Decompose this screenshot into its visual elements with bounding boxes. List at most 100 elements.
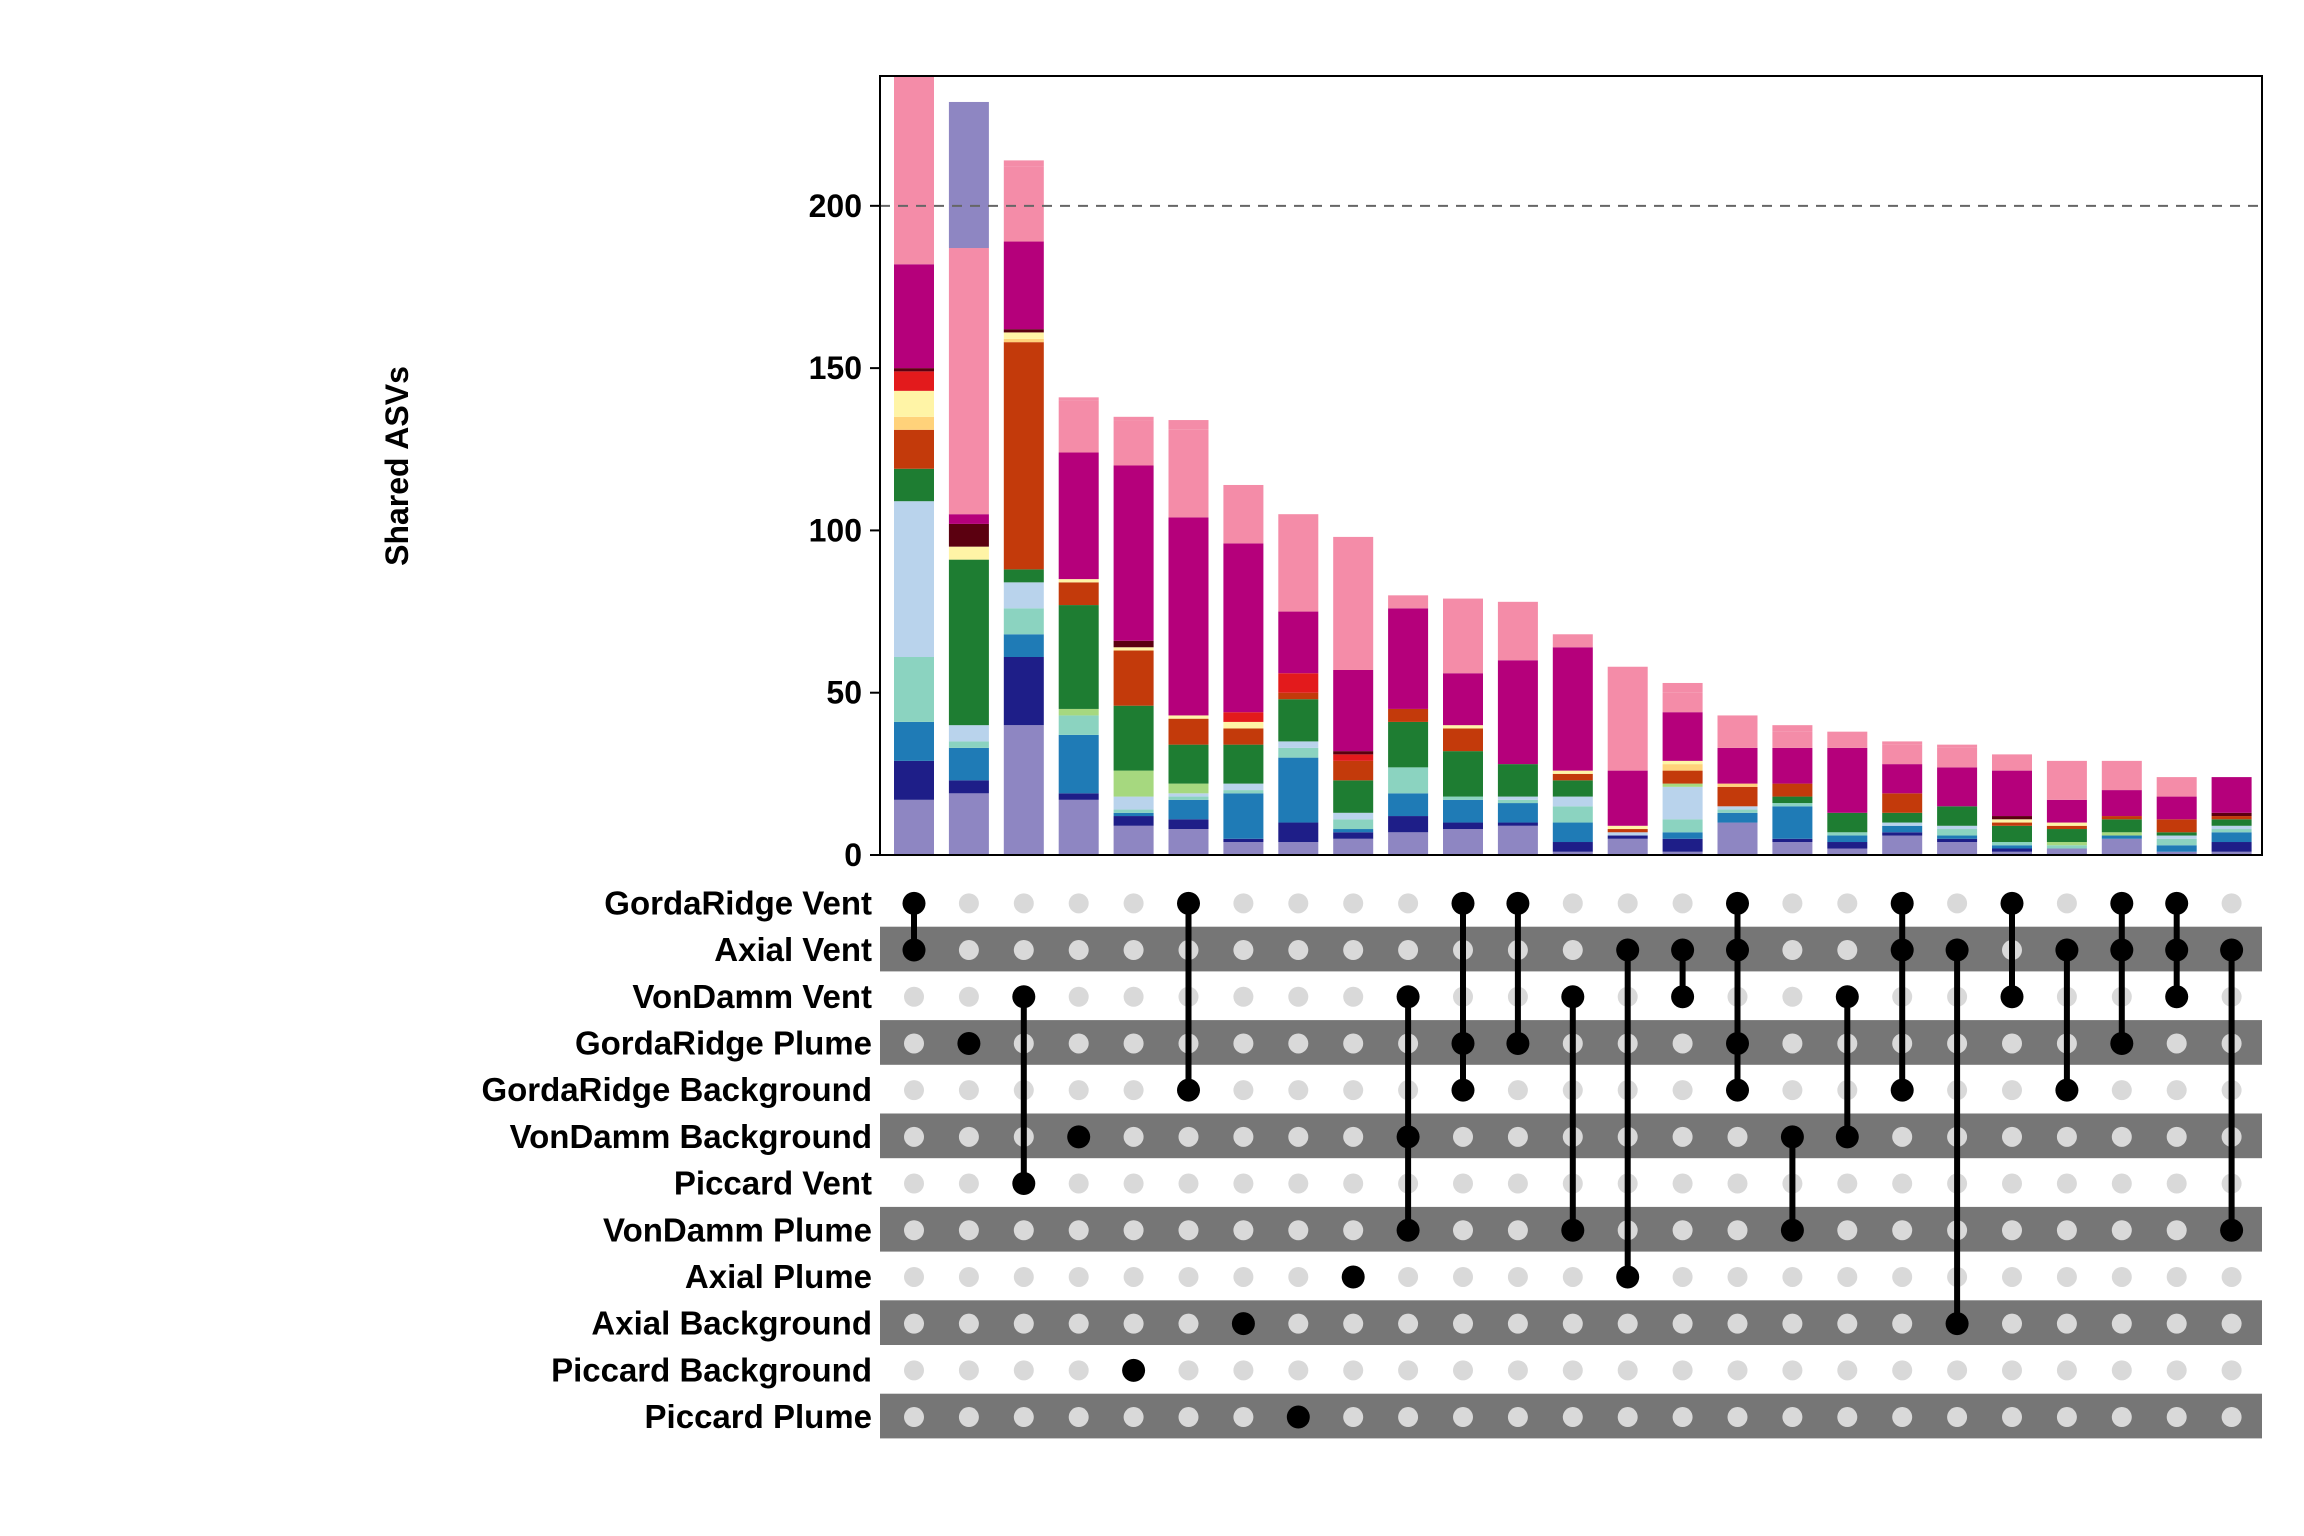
matrix-dot-inactive <box>1672 1033 1693 1054</box>
bar-segment <box>1058 397 1099 401</box>
bar-segment <box>1662 760 1703 765</box>
matrix-dot-inactive <box>1123 1407 1144 1428</box>
bar-segment <box>1662 819 1703 833</box>
matrix-dot-inactive <box>1562 1266 1583 1287</box>
matrix-dot-inactive <box>1288 1173 1309 1194</box>
matrix-dot-inactive <box>2002 1266 2022 1287</box>
bar-segment <box>1882 744 1923 765</box>
matrix-dot-inactive <box>1233 1173 1254 1194</box>
bar-segment <box>894 760 934 800</box>
matrix-dot-inactive <box>1288 1266 1309 1287</box>
set-label: Piccard Background <box>551 1351 872 1388</box>
bar-segment <box>2046 799 2087 823</box>
matrix-dot-inactive <box>2166 1313 2187 1334</box>
matrix-dot-inactive <box>1233 893 1254 914</box>
matrix-dot-active <box>1506 1031 1530 1055</box>
set-label: Piccard Vent <box>674 1165 872 1202</box>
y-axis: 0 50 100 150 200 <box>809 76 881 873</box>
bar-segment <box>1113 647 1154 651</box>
bar-segment <box>1937 838 1978 843</box>
matrix-dot-inactive <box>958 986 979 1007</box>
bar-segment <box>1552 806 1593 823</box>
bar-segment <box>1827 731 1868 748</box>
bar-segment <box>894 799 934 855</box>
matrix-dot-active <box>1890 891 1914 915</box>
matrix-dot-inactive <box>1782 1360 1803 1381</box>
bar-segment <box>1772 725 1813 732</box>
bar-segment <box>1113 825 1154 855</box>
matrix-dot-inactive <box>1507 1126 1528 1147</box>
matrix-dot-inactive <box>1123 1080 1144 1101</box>
bar-segment <box>1772 747 1813 784</box>
matrix-dot-inactive <box>1562 893 1583 914</box>
matrix-dot-inactive <box>1617 893 1638 914</box>
set-label: GordaRidge Background <box>481 1071 872 1108</box>
matrix-dot-inactive <box>2166 1360 2187 1381</box>
matrix-dot-inactive <box>1782 1313 1803 1334</box>
bar-stack <box>1443 598 1483 855</box>
bar-segment <box>1113 465 1154 641</box>
matrix-dot-inactive <box>1892 1173 1913 1194</box>
matrix-dot-inactive <box>1233 1033 1254 1054</box>
matrix-dot-active <box>1177 891 1200 915</box>
matrix-dot-inactive <box>1562 940 1583 961</box>
bar-segment <box>1607 829 1648 833</box>
bar-segment <box>1058 400 1099 453</box>
bar-segment <box>1003 608 1044 635</box>
matrix-dot-inactive <box>1068 1407 1089 1428</box>
set-label: VonDamm Plume <box>603 1211 872 1248</box>
bar-segment <box>1113 705 1154 771</box>
matrix-dot-inactive <box>1288 1033 1309 1054</box>
matrix-dot-inactive <box>1398 1360 1419 1381</box>
bar-stacks <box>894 76 2252 855</box>
matrix-dot-inactive <box>958 1407 979 1428</box>
bar-segment <box>1882 832 1923 836</box>
bar-segment <box>1003 582 1044 609</box>
matrix-dot-inactive <box>1727 1126 1748 1147</box>
bar-segment <box>1992 851 2032 855</box>
matrix-dot-inactive <box>958 1126 979 1147</box>
bar-segment <box>2211 829 2252 833</box>
bar-segment <box>1333 669 1374 752</box>
set-label: Axial Vent <box>714 931 872 968</box>
bar-segment <box>2156 777 2197 797</box>
matrix-dot-inactive <box>1233 940 1254 961</box>
matrix-dot-inactive <box>1562 1407 1583 1428</box>
bar-segment <box>2156 796 2197 820</box>
matrix-dot-active <box>1726 1078 1749 1102</box>
bar-segment <box>1827 835 1868 843</box>
matrix-dot-inactive <box>1453 1360 1473 1381</box>
bar-segment <box>1497 825 1538 855</box>
matrix-dot-inactive <box>2056 1126 2077 1147</box>
matrix-dot-inactive <box>2002 1313 2022 1334</box>
matrix-dot-inactive <box>1672 1173 1693 1194</box>
matrix-dot-active <box>1835 1125 1859 1149</box>
matrix-dot-inactive <box>2002 1360 2022 1381</box>
matrix-dot-inactive <box>1727 1173 1748 1194</box>
bar-segment <box>1717 747 1758 784</box>
bar-segment <box>1607 838 1648 855</box>
bar-segment <box>2156 845 2197 852</box>
set-label: GordaRidge Plume <box>575 1024 872 1061</box>
bar-segment <box>1772 731 1813 748</box>
matrix-dot-active <box>1067 1125 1091 1149</box>
bar-segment <box>948 514 989 524</box>
matrix-dot-inactive <box>1837 1313 1858 1334</box>
matrix-dot-inactive <box>1453 1126 1473 1147</box>
matrix-dot-inactive <box>1178 1407 1199 1428</box>
bar-segment <box>1278 822 1319 843</box>
bar-segment <box>1552 773 1593 781</box>
bar-segment <box>1003 160 1044 167</box>
bar-segment <box>2211 819 2252 826</box>
matrix-dot-inactive <box>2166 1126 2187 1147</box>
bar-segment <box>1497 803 1538 823</box>
matrix-dot-active <box>2110 1031 2134 1055</box>
bar-stack <box>1607 666 1648 855</box>
bar-segment <box>2046 845 2087 849</box>
bar-segment <box>1223 790 1264 794</box>
matrix-dot-active <box>957 1031 981 1055</box>
matrix-dot-inactive <box>2056 1407 2077 1428</box>
matrix-dot-inactive <box>1837 1220 1858 1241</box>
bar-segment <box>1552 822 1593 843</box>
matrix-dot-active <box>1012 985 1036 1009</box>
